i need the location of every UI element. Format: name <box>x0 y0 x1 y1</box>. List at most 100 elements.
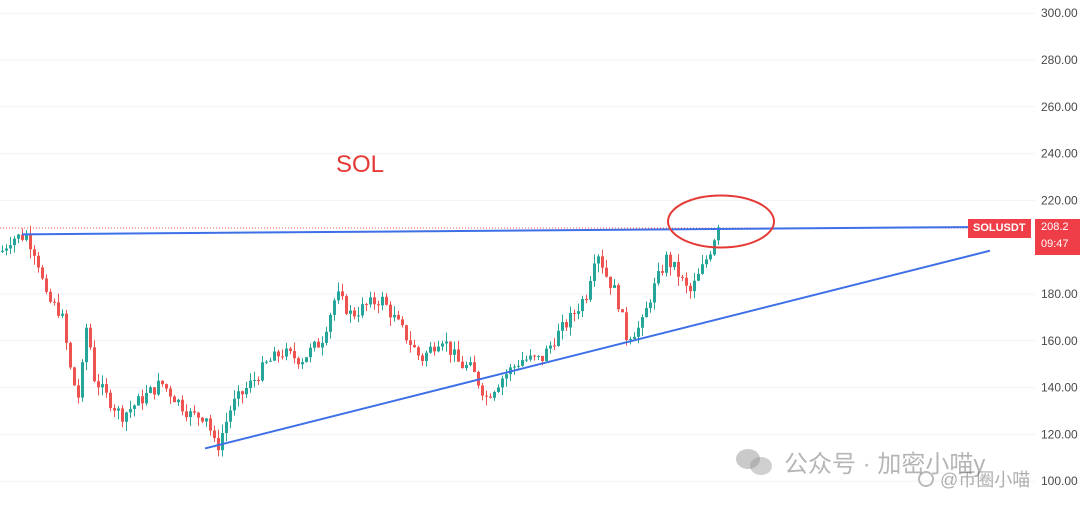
candle-body <box>473 362 476 372</box>
candle-body <box>273 351 276 361</box>
candle-body <box>313 341 316 348</box>
candle-body <box>681 276 684 278</box>
candle-body <box>501 378 504 388</box>
candle-body <box>609 276 612 288</box>
candle-body <box>245 387 248 395</box>
grid-lines <box>0 12 1035 482</box>
candle-body <box>565 322 568 328</box>
candle-body <box>261 362 264 381</box>
candle-body <box>393 314 396 318</box>
candle-body <box>469 362 472 366</box>
candle-body <box>693 280 696 292</box>
candle-body <box>193 411 196 413</box>
candle-body <box>109 392 112 409</box>
candle-body <box>541 355 544 361</box>
candle-body <box>669 254 672 268</box>
candle-body <box>101 384 104 388</box>
candle-body <box>617 285 620 310</box>
candle-body <box>201 417 204 422</box>
last-price-box: 208.2 09:47 <box>1035 219 1080 255</box>
candle-body <box>1 250 4 252</box>
countdown-label: 09:47 <box>1041 238 1069 250</box>
candle-body <box>317 341 320 348</box>
candle-body <box>241 391 244 395</box>
y-tick-label: 100.00 <box>1041 474 1078 488</box>
candle-body <box>545 348 548 361</box>
resistance-trendline <box>21 226 969 236</box>
candle-body <box>397 314 400 320</box>
candle-body <box>489 396 492 398</box>
candle-body <box>229 410 232 422</box>
candle-body <box>325 331 328 343</box>
candle-body <box>149 387 152 393</box>
watermark-sub-text: @币圈小喵 <box>940 470 1031 490</box>
candle-body <box>133 405 136 409</box>
y-tick-label: 140.00 <box>1041 381 1078 395</box>
candles <box>1 224 720 457</box>
candle-body <box>661 271 664 273</box>
candle-body <box>361 304 364 316</box>
chart-title: SOL <box>336 151 384 178</box>
candle-body <box>413 344 416 348</box>
y-tick-label: 240.00 <box>1041 147 1078 161</box>
candle-body <box>341 291 344 297</box>
candle-body <box>633 336 636 339</box>
price-axis[interactable]: 300.00 280.00 260.00 240.00 220.00 180.00 160.… <box>1041 6 1078 488</box>
candle-body <box>45 278 48 292</box>
watermark: 公众号 · 加密小喵y <box>736 444 985 479</box>
candle-body <box>421 355 424 362</box>
candle-body <box>353 310 356 317</box>
candle-body <box>77 385 80 398</box>
candle-body <box>605 267 608 277</box>
candle-body <box>637 327 640 337</box>
symbol-tag: SOLUSDT <box>968 219 1031 238</box>
candle-body <box>153 387 156 395</box>
candle-body <box>625 312 628 340</box>
candle-body <box>85 327 88 363</box>
candle-body <box>417 347 420 356</box>
candle-body <box>673 261 676 268</box>
candle-body <box>409 340 412 345</box>
candle-body <box>461 361 464 369</box>
candle-body <box>185 411 188 418</box>
candle-body <box>621 309 624 313</box>
candle-body <box>657 271 660 284</box>
candle-body <box>337 291 340 301</box>
candle-body <box>357 315 360 317</box>
candle-body <box>329 314 332 332</box>
candle-body <box>581 298 584 312</box>
y-tick-label: 120.00 <box>1041 427 1078 441</box>
candle-body <box>569 312 572 328</box>
candle-body <box>197 412 200 418</box>
candle-body <box>697 273 700 281</box>
candle-body <box>629 338 632 340</box>
candle-body <box>277 351 280 357</box>
candle-body <box>5 248 8 251</box>
candle-body <box>529 355 532 360</box>
wechat-icon <box>736 447 774 477</box>
trendlines <box>21 226 991 450</box>
candle-body <box>13 238 16 246</box>
candle-body <box>289 348 292 352</box>
y-tick-label: 300.00 <box>1041 6 1078 20</box>
candle-body <box>349 310 352 314</box>
candle-body <box>369 297 372 305</box>
candle-body <box>485 395 488 397</box>
account-icon <box>918 471 934 487</box>
candle-body <box>233 398 236 411</box>
candle-body <box>129 408 132 413</box>
candle-body <box>549 345 552 349</box>
candle-body <box>717 227 720 241</box>
candle-body <box>709 254 712 260</box>
candle-body <box>573 312 576 314</box>
candle-body <box>701 264 704 274</box>
candle-body <box>157 380 160 395</box>
candle-body <box>537 355 540 357</box>
candle-body <box>521 360 524 366</box>
candle-body <box>345 296 348 314</box>
candle-body <box>61 313 64 316</box>
candle-body <box>381 296 384 306</box>
candle-body <box>557 330 560 347</box>
